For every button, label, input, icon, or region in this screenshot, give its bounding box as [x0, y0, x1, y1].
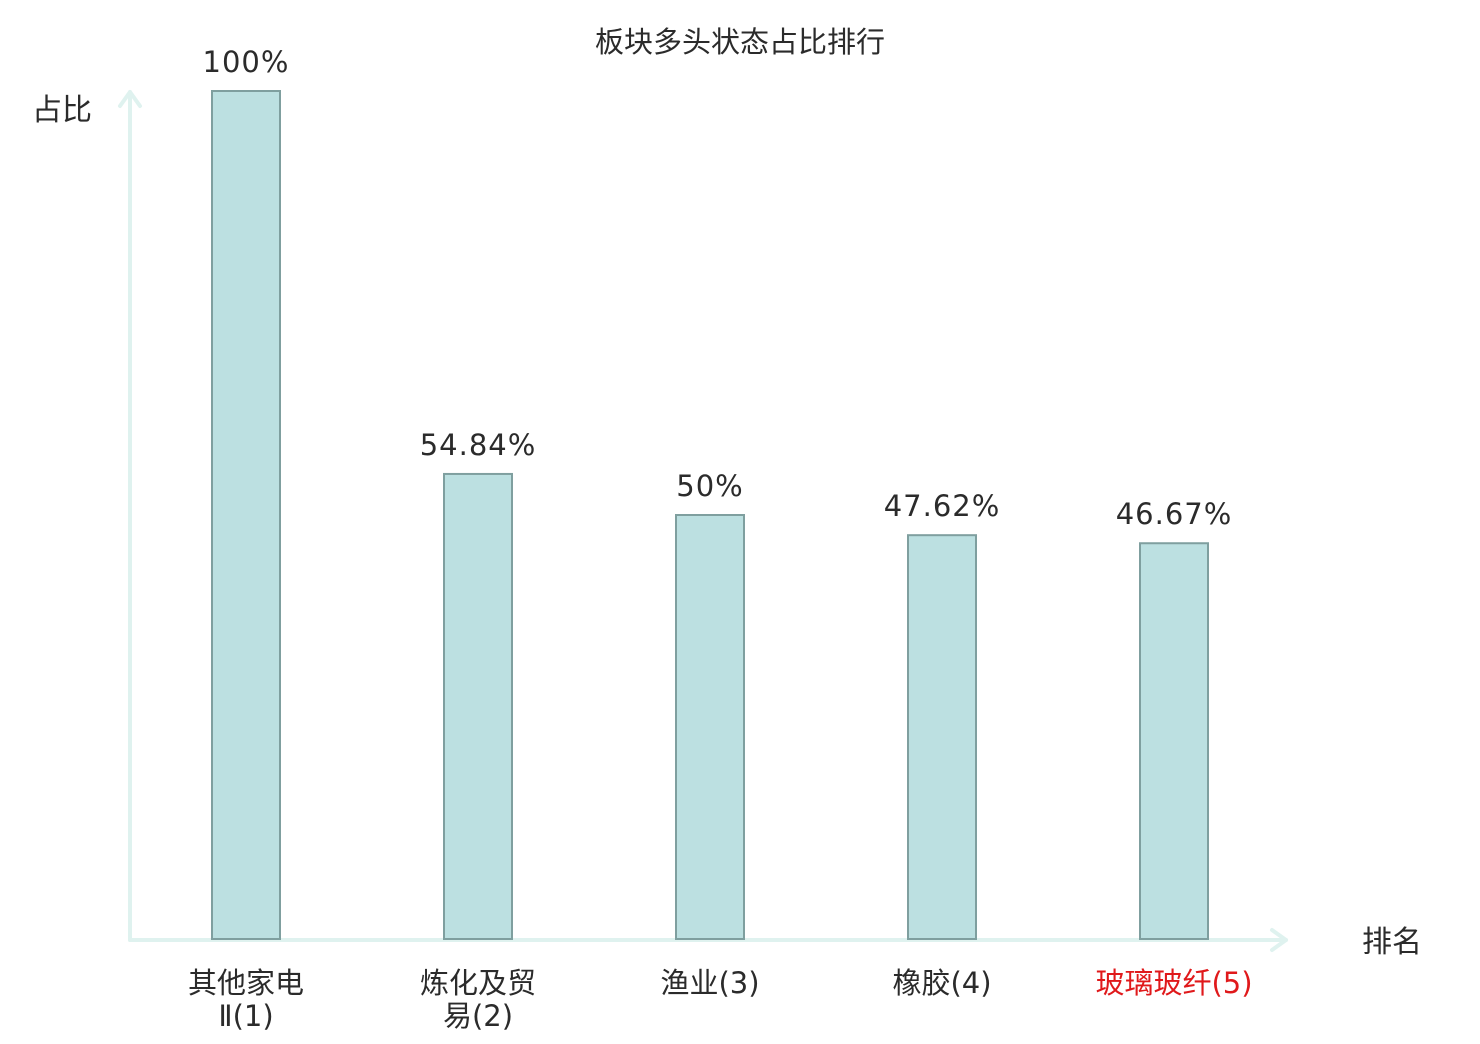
value-label-4: 47.62% — [884, 489, 1001, 523]
category-label-2-line-2: 易(2) — [443, 999, 513, 1033]
category-label-1-line-2: Ⅱ(1) — [218, 999, 273, 1033]
bar-1 — [211, 90, 281, 940]
bar-2 — [443, 472, 513, 940]
category-label-2-line-1: 炼化及贸 — [420, 966, 536, 1000]
value-label-3: 50% — [676, 469, 743, 503]
x-axis-label: 排名 — [1362, 925, 1422, 960]
value-label-1: 100% — [203, 45, 290, 79]
x-axis-arrowhead — [1270, 928, 1288, 952]
category-label-3: 渔业(3) — [660, 966, 759, 1000]
bar-5 — [1139, 542, 1209, 940]
category-label-4: 橡胶(4) — [892, 966, 991, 1000]
value-labels: 100% 54.84% 50% 47.62% 46.67% — [203, 45, 1233, 531]
value-label-5: 46.67% — [1116, 497, 1233, 531]
bar-3 — [675, 514, 745, 940]
y-axis-arrowhead — [118, 90, 142, 108]
category-label-5: 玻璃玻纤(5) — [1095, 966, 1252, 1000]
value-label-2: 54.84% — [420, 428, 537, 462]
bar-4 — [907, 534, 977, 940]
chart-title: 板块多头状态占比排行 — [595, 25, 885, 59]
bars — [211, 90, 1209, 940]
category-label-1-line-1: 其他家电 — [188, 966, 304, 1000]
y-axis-label: 占比 — [32, 93, 92, 128]
